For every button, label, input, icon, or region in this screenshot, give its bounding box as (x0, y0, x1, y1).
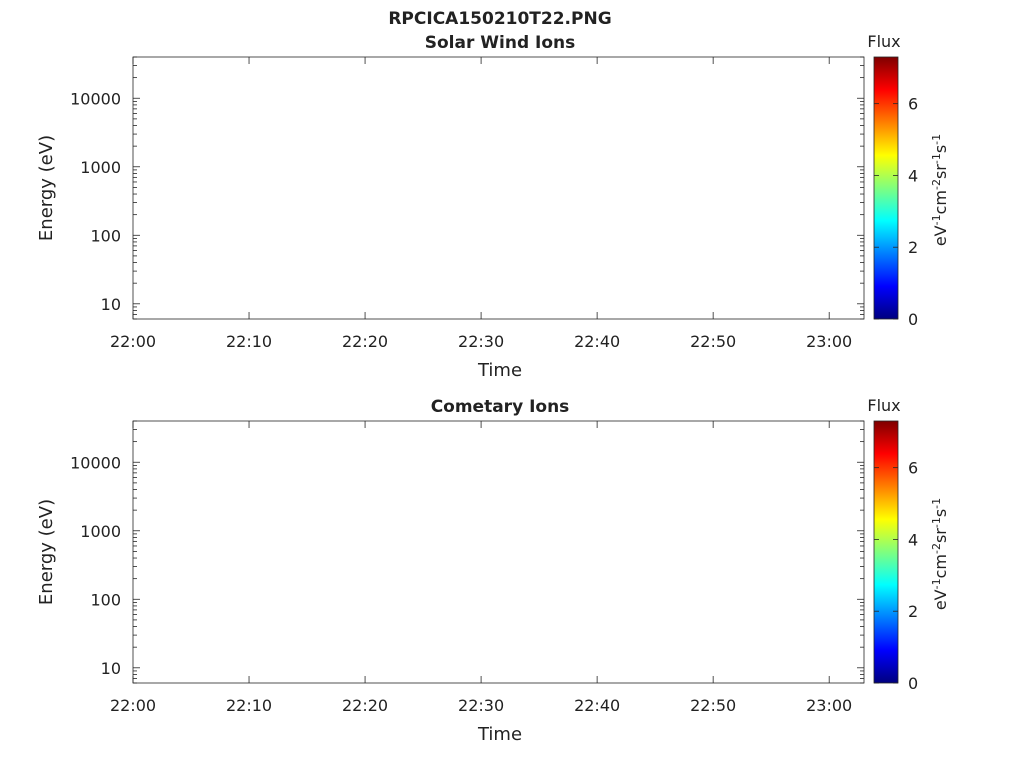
x-tick-label: 22:30 (458, 696, 504, 715)
solar-wind-y-ticks: 10 100 1000 10000 (70, 56, 864, 320)
y-tick-label: 10 (101, 295, 121, 314)
y-tick-label: 10000 (70, 89, 121, 108)
y-tick-label: 1000 (80, 522, 121, 541)
x-tick-label: 22:20 (342, 332, 388, 351)
colorbar-tick-label: 6 (908, 459, 918, 478)
x-tick-label: 23:00 (806, 696, 852, 715)
colorbar-strip (873, 56, 899, 320)
plot-frame (132, 420, 865, 684)
solar-wind-colorbar: 0 2 4 6 (873, 56, 918, 329)
cometary-colorbar: 0 2 4 6 (873, 420, 918, 693)
x-tick-label: 22:10 (226, 696, 272, 715)
x-tick-label: 23:00 (806, 332, 852, 351)
colorbar-tick-label: 0 (908, 674, 918, 693)
x-tick-label: 22:00 (110, 332, 156, 351)
x-tick-label: 22:40 (574, 332, 620, 351)
x-tick-label: 22:10 (226, 332, 272, 351)
solar-wind-y-axis-label: Energy (eV) (36, 135, 57, 241)
colorbar-strip (873, 420, 899, 684)
cometary-colorbar-label: eV-1cm-2sr-1s-1 (930, 498, 950, 610)
plot-frame (132, 56, 865, 320)
y-tick-label: 10000 (70, 453, 121, 472)
x-tick-label: 22:50 (690, 696, 736, 715)
solar-wind-colorbar-label: eV-1cm-2sr-1s-1 (930, 134, 950, 246)
x-tick-label: 22:30 (458, 332, 504, 351)
cometary-title: Cometary Ions (431, 397, 570, 417)
cometary-x-ticks: 22:00 22:10 22:20 22:30 22:40 22:50 23:00 (110, 421, 852, 715)
colorbar-tick-label: 2 (908, 602, 918, 621)
solar-wind-x-axis-label: Time (477, 360, 522, 381)
y-tick-label: 10 (101, 659, 121, 678)
colorbar-tick-label: 4 (908, 530, 918, 549)
solar-wind-panel: Solar Wind Ions 22:00 22:10 22:20 22:30 22:4… (36, 32, 950, 381)
figure-title: RPCICA150210T22.PNG (388, 9, 611, 29)
colorbar-tick-label: 6 (908, 95, 918, 114)
cometary-y-ticks: 10 100 1000 10000 (70, 420, 864, 684)
colorbar-tick-label: 0 (908, 310, 918, 329)
solar-wind-plot-area (132, 56, 865, 320)
colorbar-tick-label: 2 (908, 238, 918, 257)
x-tick-label: 22:20 (342, 696, 388, 715)
x-tick-label: 22:00 (110, 696, 156, 715)
solar-wind-x-ticks: 22:00 22:10 22:20 22:30 22:40 22:50 23:00 (110, 57, 852, 351)
cometary-colorbar-title: Flux (867, 396, 900, 415)
cometary-panel: Cometary Ions 22:00 22:10 22:20 22:30 22:40 2… (36, 396, 950, 745)
y-tick-label: 100 (90, 226, 121, 245)
cometary-plot-area (132, 420, 865, 684)
cometary-y-axis-label: Energy (eV) (36, 499, 57, 605)
y-tick-label: 100 (90, 590, 121, 609)
x-tick-label: 22:40 (574, 696, 620, 715)
x-tick-label: 22:50 (690, 332, 736, 351)
colorbar-tick-label: 4 (908, 166, 918, 185)
solar-wind-title: Solar Wind Ions (425, 33, 576, 53)
cometary-x-axis-label: Time (477, 724, 522, 745)
solar-wind-colorbar-title: Flux (867, 32, 900, 51)
y-tick-label: 1000 (80, 158, 121, 177)
